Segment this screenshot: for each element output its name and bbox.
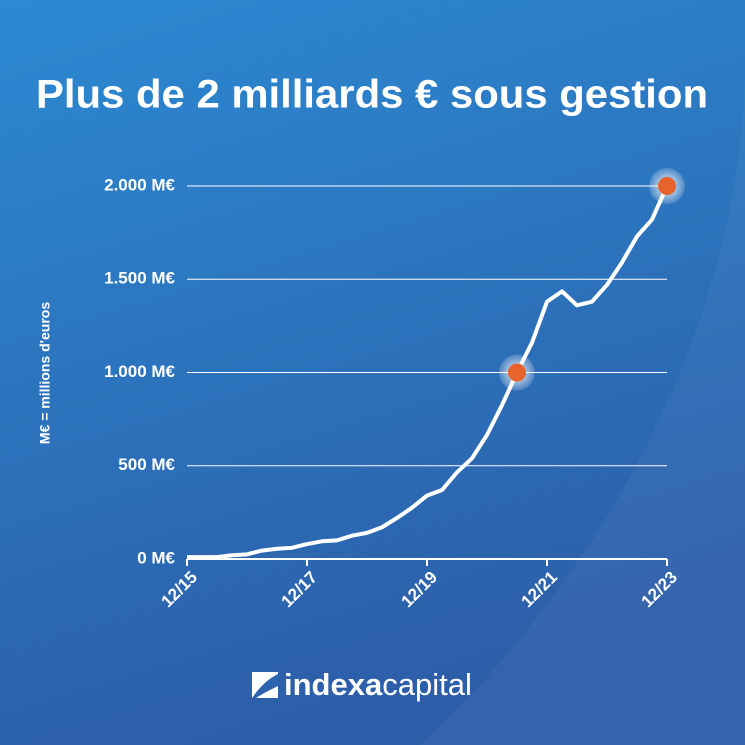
chart-title: Plus de 2 milliards € sous gestion (36, 73, 708, 117)
highlight-point (508, 363, 526, 382)
highlight-point (658, 177, 676, 195)
y-tick-label: 1.000 M€ (104, 362, 175, 381)
y-tick-label: 500 M€ (118, 455, 175, 474)
logo-text: indexacapital (284, 667, 472, 702)
y-tick-label: 2.000 M€ (104, 175, 175, 194)
line (187, 185, 669, 560)
y-tick-label: 0 M€ (137, 548, 175, 567)
y-axis-label: M€ = millions d'euros (37, 302, 53, 444)
background-swoosh (420, 60, 745, 745)
logo: indexacapital (252, 667, 472, 702)
logo-bold: indexa (284, 667, 383, 702)
y-tick-label: 1.500 M€ (104, 269, 175, 288)
logo-cut (252, 674, 278, 698)
logo-light: capital (382, 667, 472, 702)
